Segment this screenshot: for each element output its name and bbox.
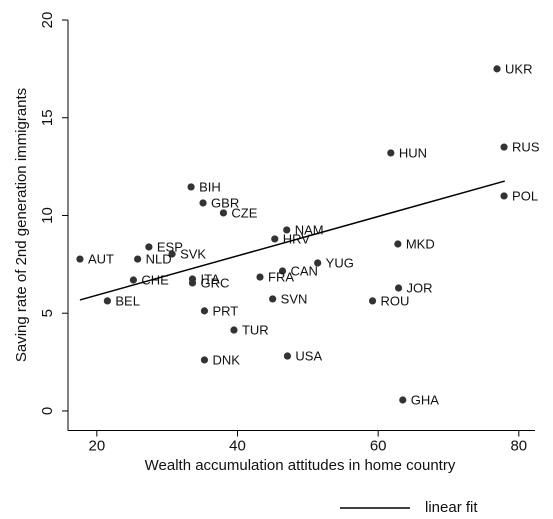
point-label: HUN: [399, 145, 427, 160]
point: [500, 192, 508, 200]
point-label: BEL: [115, 293, 140, 308]
point: [134, 255, 142, 263]
point: [200, 356, 209, 364]
x-tick-label: 80: [510, 437, 527, 454]
point: [500, 143, 508, 151]
x-axis-title: Wealth accumulation attitudes in home co…: [145, 457, 456, 474]
point-label: CAN: [291, 263, 318, 278]
point: [387, 149, 395, 157]
point: [187, 183, 195, 191]
point-label: NLD: [146, 252, 172, 267]
point-label: CZE: [231, 205, 257, 220]
point: [230, 326, 238, 334]
point-label: RUS: [512, 139, 540, 154]
point-label: POL: [512, 188, 538, 203]
point-label: FRA: [268, 269, 294, 284]
point-label: JOR: [407, 280, 433, 295]
point-label: ESP: [157, 239, 183, 254]
point: [283, 352, 292, 360]
point-label: CHE: [141, 272, 169, 287]
point: [283, 226, 291, 234]
point-label: MKD: [406, 236, 435, 251]
point: [394, 284, 403, 292]
point-label: ITA: [200, 271, 220, 286]
y-tick-label: 0: [39, 407, 56, 415]
point: [256, 273, 264, 281]
point-label: DNK: [212, 352, 240, 367]
x-tick-label: 40: [229, 437, 246, 454]
point: [278, 267, 287, 275]
point: [368, 297, 377, 305]
point: [188, 279, 197, 287]
point: [199, 199, 207, 207]
point-label: YUG: [326, 255, 354, 270]
point-label: AUT: [88, 252, 114, 267]
point-label: TUR: [242, 322, 269, 337]
point-label: SVN: [281, 291, 308, 306]
fit-line: [79, 180, 505, 301]
y-tick-label: 10: [39, 207, 56, 224]
y-tick-label: 5: [39, 309, 56, 317]
point: [271, 235, 279, 243]
x-tick-label: 20: [88, 437, 105, 454]
point: [269, 295, 277, 303]
point: [200, 307, 209, 315]
point-label: ROU: [381, 293, 410, 308]
point: [145, 243, 153, 251]
point-label: GHA: [411, 392, 440, 407]
point-label: BIH: [199, 179, 221, 194]
point-label: SVK: [180, 246, 206, 261]
y-axis-title: Saving rate of 2nd generation immigrants: [13, 88, 30, 362]
point-label: GBR: [211, 195, 239, 210]
point: [314, 259, 322, 267]
point-label: PRT: [212, 303, 238, 318]
point: [168, 250, 176, 258]
point-label: GRC: [200, 275, 229, 290]
y-tick-label: 20: [39, 12, 56, 29]
point: [394, 240, 402, 248]
legend-label: linear fit: [425, 499, 478, 516]
point: [399, 396, 407, 404]
point-label: UKR: [505, 61, 532, 76]
point: [76, 255, 84, 263]
point: [129, 276, 138, 284]
y-tick-label: 15: [39, 109, 56, 126]
point: [219, 209, 228, 217]
point: [103, 297, 111, 305]
point-label: USA: [295, 348, 322, 363]
x-tick-label: 60: [370, 437, 387, 454]
point: [493, 65, 501, 73]
